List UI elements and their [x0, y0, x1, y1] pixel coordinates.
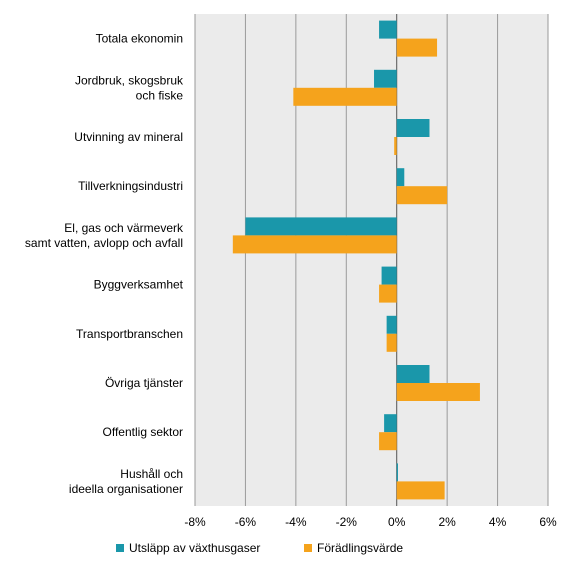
bar-emissions-5: [381, 266, 397, 285]
x-tick-label-5: 2%: [438, 515, 456, 529]
bar-emissions-9: [396, 463, 398, 482]
bar-value-added-7: [396, 383, 480, 401]
x-tick-labels: -8% -6% -4% -2% 0% 2% 4% 6%: [184, 515, 557, 529]
bar-value-added-4: [232, 235, 397, 254]
x-tick-label-2: -4%: [285, 515, 307, 529]
category-label-4: El, gas och värmeverk samt vatten, avlopp…: [25, 221, 184, 250]
category-label-6: Transportbranschen: [76, 327, 183, 341]
bar-value-added-0: [396, 38, 438, 57]
legend-label-emissions: Utsläpp av växthusgaser: [129, 541, 261, 555]
bar-emissions-4: [245, 217, 397, 236]
bar-value-added-9: [396, 481, 445, 500]
category-label-7: Övriga tjänster: [105, 376, 183, 390]
x-tick-label-0: -8%: [184, 515, 206, 529]
bar-emissions-7: [396, 365, 430, 383]
x-tick-label-7: 6%: [539, 515, 557, 529]
bar-value-added-3: [396, 186, 448, 205]
category-label-3: Tillverkningsindustri: [78, 179, 183, 193]
bar-emissions-3: [396, 168, 405, 187]
category-label-8: Offentlig sektor: [103, 425, 183, 439]
x-tick-label-1: -6%: [235, 515, 257, 529]
legend-item-emissions: Utsläpp av växthusgaser: [116, 541, 260, 555]
bar-value-added-1: [293, 87, 397, 106]
legend: Utsläpp av växthusgaser Förädlingsvärde: [0, 539, 567, 559]
bar-value-added-5: [379, 284, 397, 303]
legend-swatch-value-added: [304, 544, 312, 552]
legend-item-value-added: Förädlingsvärde: [304, 541, 403, 555]
bars: [232, 20, 480, 500]
bar-emissions-6: [386, 315, 397, 334]
category-label-5: Byggverksamhet: [94, 278, 184, 292]
legend-swatch-emissions: [116, 544, 124, 552]
bar-emissions-8: [384, 414, 397, 433]
legend-label-value-added: Förädlingsvärde: [317, 541, 404, 555]
x-tick-label-3: -2%: [336, 515, 358, 529]
category-label-0: Totala ekonomin: [96, 32, 183, 46]
x-tick-label-4: 0%: [388, 515, 406, 529]
category-labels: Totala ekonomin Jordbruk, skogsbruk och fi…: [25, 32, 184, 496]
category-label-2: Utvinning av mineral: [74, 130, 183, 144]
bar-value-added-2: [394, 137, 397, 155]
bar-emissions-0: [379, 20, 397, 39]
bar-value-added-8: [379, 432, 397, 451]
bar-value-added-6: [386, 333, 397, 352]
bar-emissions-2: [396, 119, 430, 137]
x-tick-label-6: 4%: [489, 515, 507, 529]
category-label-1: Jordbruk, skogsbruk och fiske: [75, 73, 184, 102]
category-label-9: Hushåll och ideella organisationer: [69, 467, 183, 496]
bar-emissions-1: [374, 69, 397, 88]
